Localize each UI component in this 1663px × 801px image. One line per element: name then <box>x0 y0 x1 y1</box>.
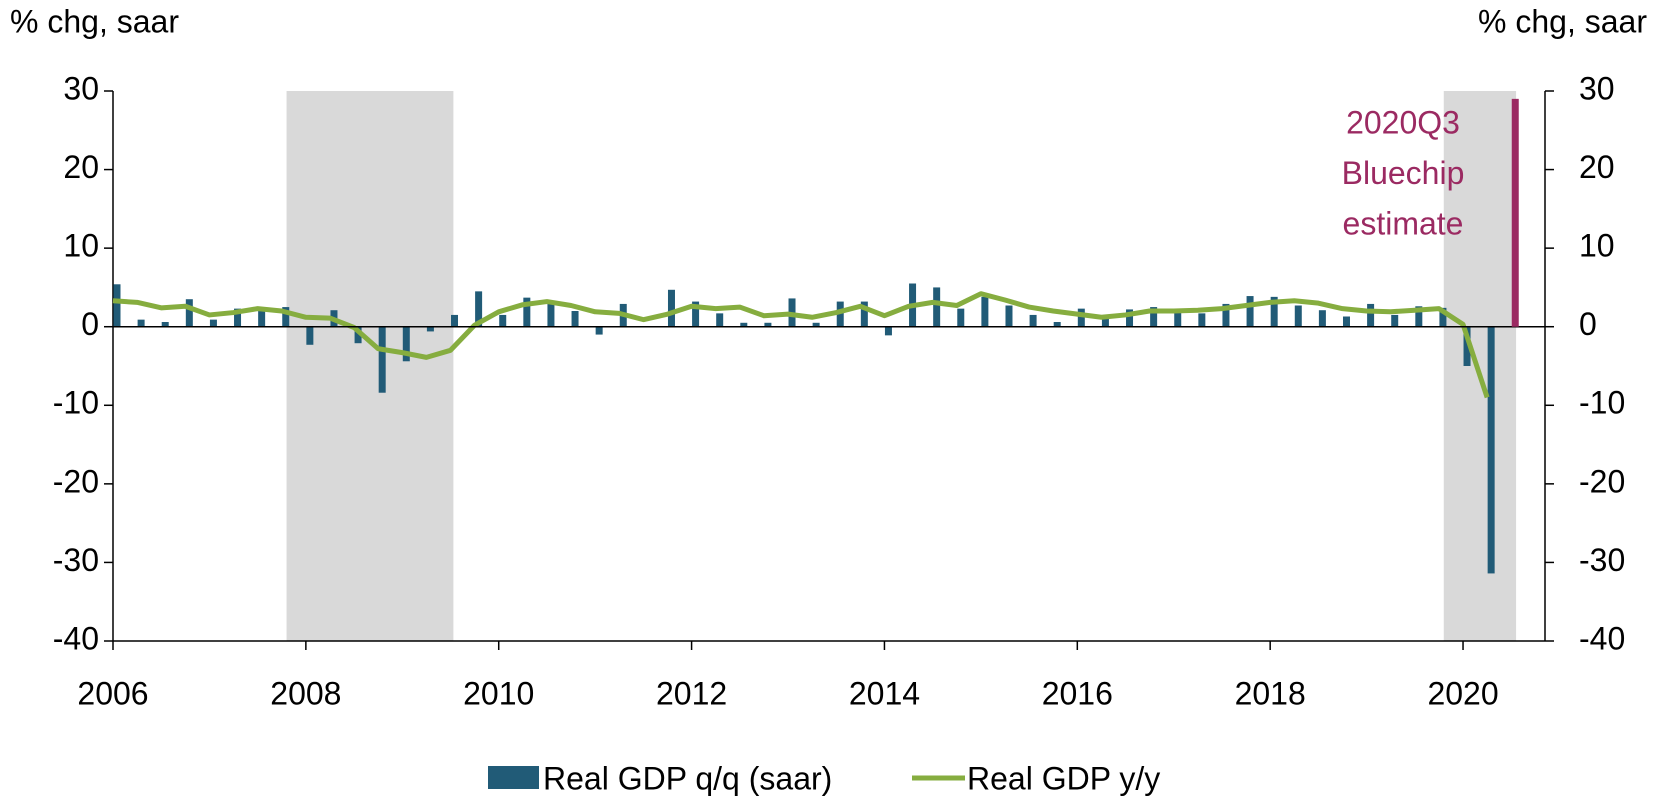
bar <box>860 301 868 327</box>
bar <box>451 314 459 327</box>
bar <box>426 326 434 332</box>
bar <box>1294 305 1302 327</box>
line <box>112 291 1490 399</box>
bar <box>1077 308 1085 327</box>
bar <box>981 296 989 327</box>
y2-tick-label: -20 <box>1579 463 1625 499</box>
y2-axis-title: % chg, saar <box>1478 3 1647 39</box>
bar <box>1005 305 1013 327</box>
bar <box>402 326 410 362</box>
x-tick-label: 2016 <box>1042 675 1113 711</box>
bar <box>1391 314 1399 327</box>
annotation: 2020Q3 <box>1346 104 1460 140</box>
bar <box>161 322 169 327</box>
bar <box>234 308 242 327</box>
bar <box>1318 310 1326 327</box>
bar <box>185 299 193 327</box>
bar <box>137 319 145 327</box>
bar <box>740 322 748 327</box>
y2-tick-label: 30 <box>1579 70 1615 106</box>
bar <box>523 297 531 327</box>
bar <box>378 326 386 393</box>
bar <box>1270 296 1278 327</box>
bar <box>764 322 772 327</box>
bar <box>1126 309 1134 327</box>
y-tick-label: 20 <box>63 149 99 185</box>
y2-tick-label: -10 <box>1579 385 1625 421</box>
legend-swatch <box>488 766 539 789</box>
bar <box>1342 316 1350 327</box>
bar <box>1198 313 1206 327</box>
bar <box>1150 307 1158 327</box>
y-tick-label: 10 <box>63 228 99 264</box>
bar <box>595 326 603 335</box>
bar <box>933 287 941 327</box>
legend-label: Real GDP q/q (saar) <box>543 760 832 796</box>
y-tick-label: -10 <box>53 385 99 421</box>
bar <box>1101 316 1109 327</box>
y2-tick-label: -30 <box>1579 542 1625 578</box>
bar <box>282 307 290 327</box>
bar <box>1053 322 1061 327</box>
bar <box>354 326 362 344</box>
legend-label: Real GDP y/y <box>967 760 1160 796</box>
bar <box>499 314 507 327</box>
recession-shade <box>1443 91 1517 641</box>
bar <box>1246 296 1254 327</box>
y-tick-label: 0 <box>81 306 99 342</box>
bar <box>716 313 724 327</box>
bar <box>667 289 675 327</box>
bar <box>571 311 579 327</box>
bar <box>306 326 314 345</box>
y-tick-label: 30 <box>63 70 99 106</box>
bar <box>113 284 121 327</box>
y-tick-label: -40 <box>53 620 99 656</box>
bar <box>1029 314 1037 327</box>
bar <box>836 301 844 327</box>
bar <box>258 309 266 327</box>
estimate-bar <box>1511 98 1519 327</box>
y-tick-label: -30 <box>53 542 99 578</box>
y-tick-label: -20 <box>53 463 99 499</box>
x-tick-label: 2010 <box>463 675 534 711</box>
bar <box>1487 326 1495 574</box>
recession-shade <box>286 91 454 641</box>
bar <box>1222 303 1230 327</box>
y2-tick-label: -40 <box>1579 620 1625 656</box>
bar <box>1367 303 1375 327</box>
bar <box>1463 326 1471 366</box>
x-tick-label: 2014 <box>849 675 920 711</box>
x-tick-label: 2006 <box>77 675 148 711</box>
bar <box>1439 307 1447 327</box>
x-tick-label: 2018 <box>1235 675 1306 711</box>
bar <box>884 326 892 336</box>
bar <box>812 322 820 327</box>
bar <box>957 308 965 327</box>
y2-tick-label: 10 <box>1579 228 1615 264</box>
bar <box>475 291 483 327</box>
annotation: estimate <box>1343 205 1464 241</box>
x-tick-label: 2020 <box>1427 675 1498 711</box>
y-axis-title: % chg, saar <box>10 3 179 39</box>
y2-tick-label: 0 <box>1579 306 1597 342</box>
y2-tick-label: 20 <box>1579 149 1615 185</box>
x-tick-label: 2012 <box>656 675 727 711</box>
bar <box>692 301 700 327</box>
bar <box>1415 306 1423 327</box>
bar <box>547 303 555 327</box>
bar <box>209 319 217 327</box>
bar <box>1174 308 1182 327</box>
annotation: Bluechip <box>1342 155 1465 191</box>
x-tick-label: 2008 <box>270 675 341 711</box>
